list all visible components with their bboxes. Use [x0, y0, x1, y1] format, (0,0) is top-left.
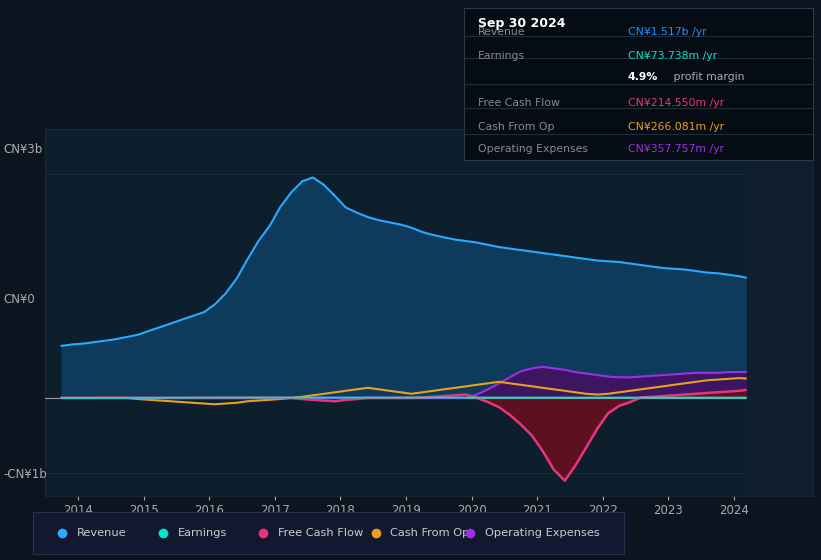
Text: CN¥266.081m /yr: CN¥266.081m /yr: [628, 123, 724, 132]
Text: 4.9%: 4.9%: [628, 72, 658, 82]
Text: Earnings: Earnings: [177, 529, 227, 538]
Text: Revenue: Revenue: [478, 27, 525, 37]
Text: CN¥0: CN¥0: [3, 293, 34, 306]
Text: Earnings: Earnings: [478, 52, 525, 62]
Text: Free Cash Flow: Free Cash Flow: [478, 98, 560, 108]
Bar: [747, 122, 813, 496]
Text: Revenue: Revenue: [77, 529, 126, 538]
Text: Operating Expenses: Operating Expenses: [485, 529, 600, 538]
Text: CN¥73.738m /yr: CN¥73.738m /yr: [628, 52, 717, 62]
Text: CN¥357.757m /yr: CN¥357.757m /yr: [628, 143, 724, 153]
Text: profit margin: profit margin: [670, 72, 744, 82]
Text: -CN¥1b: -CN¥1b: [3, 468, 47, 481]
Text: CN¥214.550m /yr: CN¥214.550m /yr: [628, 98, 724, 108]
Text: Free Cash Flow: Free Cash Flow: [278, 529, 364, 538]
Text: Sep 30 2024: Sep 30 2024: [478, 17, 566, 30]
Text: CN¥3b: CN¥3b: [3, 143, 42, 156]
Text: CN¥1.517b /yr: CN¥1.517b /yr: [628, 27, 707, 37]
Text: Cash From Op: Cash From Op: [478, 123, 554, 132]
Text: Cash From Op: Cash From Op: [391, 529, 470, 538]
Text: Operating Expenses: Operating Expenses: [478, 143, 588, 153]
